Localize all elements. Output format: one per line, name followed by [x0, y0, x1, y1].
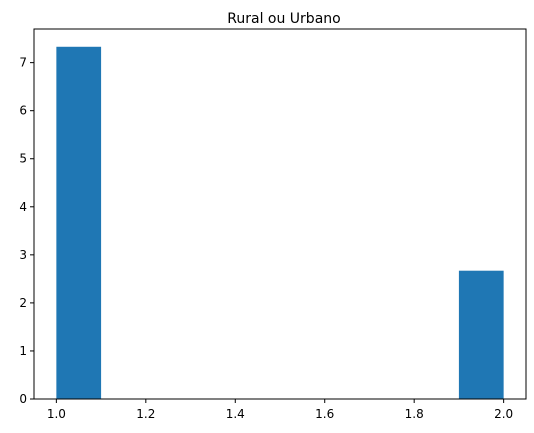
y-axis-ticks: 0 1 2 3 4 5 6 7 — [19, 56, 34, 406]
y-tick-label: 1 — [19, 344, 27, 358]
histogram-bar-0 — [56, 46, 102, 399]
y-tick-label: 4 — [19, 200, 27, 214]
y-tick-label: 2 — [19, 296, 27, 310]
x-tick-label: 1.8 — [405, 407, 424, 421]
bars-group — [56, 46, 504, 399]
histogram-bar-9 — [458, 270, 504, 399]
y-tick-label: 3 — [19, 248, 27, 262]
x-axis-ticks: 1.0 1.2 1.4 1.6 1.8 2.0 — [47, 399, 513, 421]
chart-title: Rural ou Urbano — [227, 11, 340, 27]
x-tick-label: 2.0 — [494, 407, 513, 421]
y-tick-label: 6 — [19, 104, 27, 118]
y-tick-label: 5 — [19, 152, 27, 166]
x-tick-label: 1.0 — [47, 407, 66, 421]
x-tick-label: 1.6 — [315, 407, 334, 421]
plot-frame — [33, 28, 527, 400]
x-tick-label: 1.2 — [136, 407, 155, 421]
x-tick-label: 1.4 — [226, 407, 245, 421]
y-tick-label: 0 — [19, 392, 27, 406]
y-tick-label: 7 — [19, 56, 27, 70]
